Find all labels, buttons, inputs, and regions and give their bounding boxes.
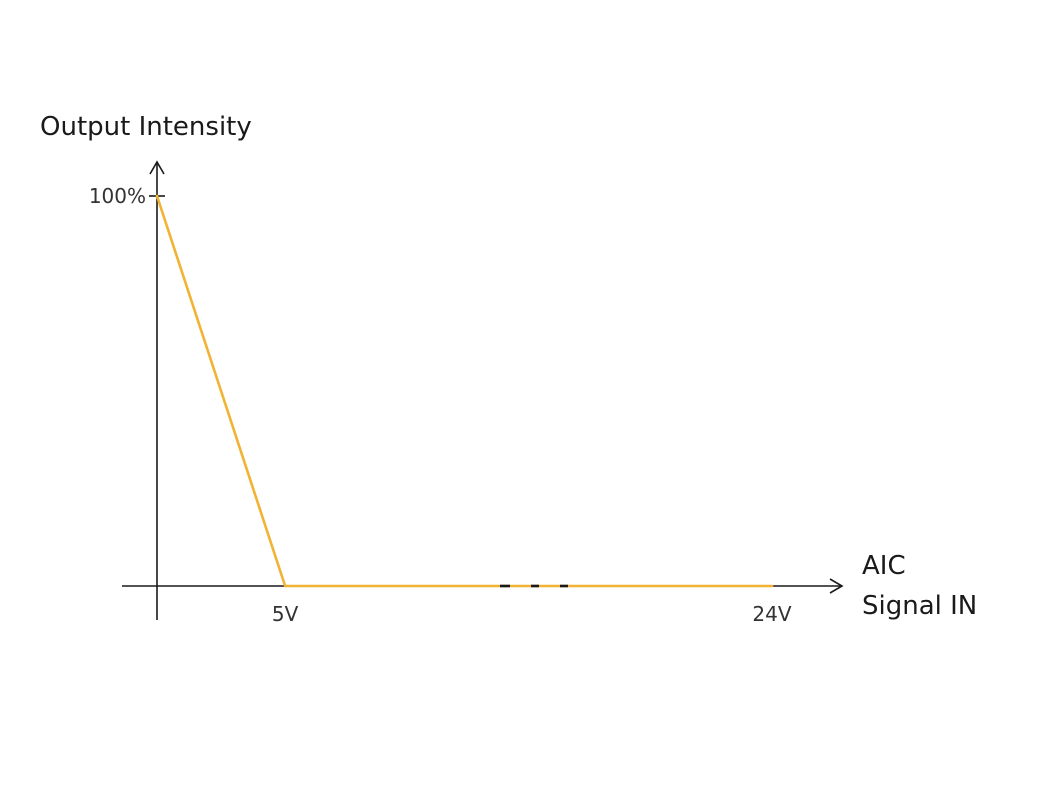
x-axis-arrow bbox=[829, 578, 844, 594]
y-axis-arrow bbox=[149, 160, 165, 175]
x-axis-title-line-1: AIC bbox=[862, 551, 906, 581]
y-tick-label: 100% bbox=[89, 184, 146, 208]
series-group bbox=[155, 194, 774, 588]
y-axis-title: Output Intensity bbox=[40, 112, 252, 142]
tick-group: 5V 24V 100% bbox=[89, 184, 792, 626]
x-tick-label: 24V bbox=[752, 602, 791, 626]
series-line bbox=[155, 194, 774, 588]
x-axis-title-line-2: Signal IN bbox=[862, 591, 977, 621]
x-tick-label: 5V bbox=[272, 602, 299, 626]
